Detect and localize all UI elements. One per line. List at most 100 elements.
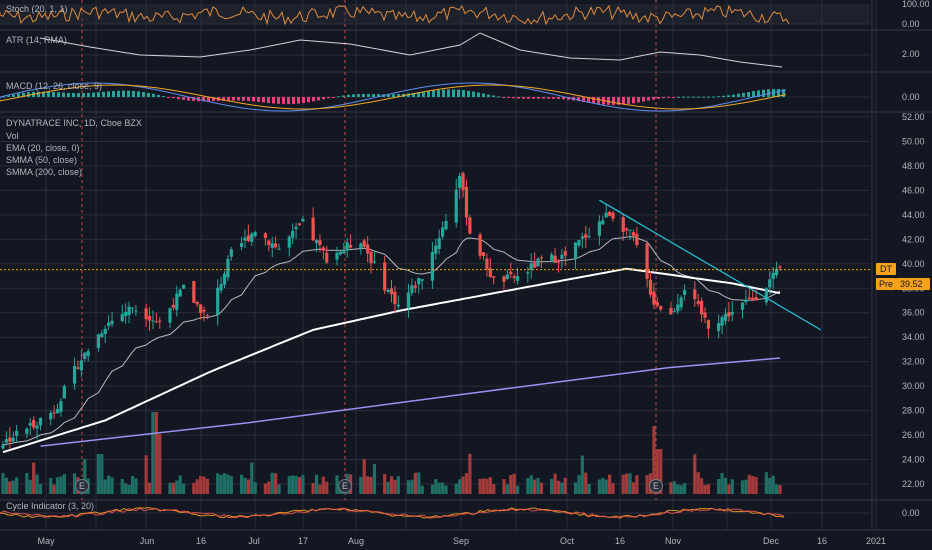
price-tick-label: 42.00 — [902, 234, 925, 244]
pre-value-text: 39.52 — [900, 279, 923, 289]
candle-body — [672, 311, 676, 313]
volume-bar — [202, 476, 206, 494]
volume-bar — [1, 473, 5, 494]
volume-bar — [369, 477, 373, 494]
candle-body — [611, 212, 615, 219]
volume-bar — [693, 454, 697, 494]
macd-histogram-bar — [342, 95, 345, 97]
volume-bar — [764, 472, 768, 494]
price-tick-label: 46.00 — [902, 185, 925, 195]
volume-bar — [659, 449, 663, 494]
macd-histogram-bar — [437, 89, 440, 97]
volume-bar — [366, 476, 370, 494]
volume-bar — [11, 480, 15, 494]
candle-body — [468, 217, 472, 234]
volume-bar — [270, 472, 274, 494]
candle-body — [628, 229, 632, 231]
candle-body — [621, 217, 625, 232]
candle-body — [703, 312, 707, 318]
macd-histogram-bar — [12, 94, 15, 97]
candle-body — [648, 279, 653, 295]
volume-bar — [222, 473, 227, 494]
candle-body — [35, 425, 39, 429]
volume-bar — [481, 478, 486, 494]
macd-histogram-bar — [172, 97, 175, 99]
macd-histogram-bar — [482, 93, 485, 97]
volume-bar — [635, 475, 639, 494]
candle-body — [321, 247, 325, 251]
macd-pane — [0, 82, 787, 112]
volume-bar — [458, 479, 462, 494]
earnings-marker — [649, 479, 663, 493]
legend-smma50: SMMA (50, close) — [6, 155, 77, 165]
macd-histogram-bar — [42, 91, 45, 97]
volume-bar — [49, 478, 53, 494]
candle-body — [560, 254, 564, 259]
time-tick-label: Oct — [560, 536, 575, 546]
macd-histogram-bar — [352, 94, 355, 97]
macd-histogram-bar — [487, 94, 490, 97]
macd-histogram-bar — [657, 97, 660, 99]
macd-histogram-bar — [212, 97, 215, 102]
chart-title: DYNATRACE INC, 1D, Cboe BZX — [6, 118, 142, 128]
volume-bar — [751, 475, 755, 494]
volume-bar — [502, 479, 506, 494]
candle-body — [485, 258, 489, 270]
candle-body — [250, 233, 254, 242]
volume-bar — [274, 473, 278, 494]
volume-bar — [297, 477, 302, 494]
volume-bar — [175, 480, 179, 494]
pre-badge — [876, 278, 896, 290]
macd-histogram-bar — [287, 97, 290, 105]
volume-bar — [441, 482, 445, 494]
candle-body — [192, 280, 196, 303]
candle-body — [747, 297, 751, 299]
candle-body — [362, 240, 366, 247]
macd-histogram-bar — [567, 97, 570, 100]
volume-bar — [103, 479, 107, 494]
macd-histogram-bar — [617, 97, 620, 105]
atr-pane — [39, 32, 783, 68]
candle-body — [222, 273, 227, 285]
candle-body — [751, 297, 755, 300]
volume-bar — [359, 477, 363, 494]
time-tick-label: 16 — [196, 536, 206, 546]
macd-histogram-bar — [732, 94, 735, 97]
candle-body — [597, 221, 601, 236]
candle-body — [103, 328, 107, 334]
candle-body — [383, 262, 387, 291]
macd-histogram-bar — [252, 97, 255, 102]
candle-body — [771, 272, 775, 279]
volume-bar — [32, 462, 36, 494]
volume-bar — [727, 484, 731, 494]
macd-histogram-bar — [162, 96, 165, 98]
time-tick-label: Dec — [763, 536, 780, 546]
macd-histogram-bar — [397, 94, 400, 97]
volume-bar — [747, 474, 751, 494]
candle-body — [604, 212, 608, 218]
macd-histogram-bar — [422, 91, 425, 97]
candle-body — [573, 242, 578, 259]
candle-body — [464, 186, 469, 218]
macd-histogram-bar — [632, 97, 635, 104]
candle-body — [32, 420, 36, 428]
candle-body — [151, 320, 155, 322]
macd-histogram-bar — [282, 97, 285, 105]
volume-bar — [703, 484, 707, 494]
volume-bar — [717, 479, 721, 494]
candle-body — [645, 243, 649, 279]
volume-bar — [127, 485, 131, 494]
candle-body — [79, 360, 83, 371]
macd-histogram-bar — [582, 97, 585, 102]
volume-bar — [628, 473, 632, 494]
macd-histogram-bar — [237, 97, 240, 101]
macd-histogram-bar — [177, 97, 180, 100]
candle-body — [158, 320, 162, 322]
macd-histogram-bar — [267, 97, 270, 103]
time-tick-label: 17 — [298, 536, 308, 546]
macd-tick: 0.00 — [902, 92, 920, 102]
candle-body — [96, 334, 101, 348]
volume-bar — [110, 477, 114, 494]
volume-bar — [120, 479, 124, 494]
volume-bar — [35, 474, 39, 494]
